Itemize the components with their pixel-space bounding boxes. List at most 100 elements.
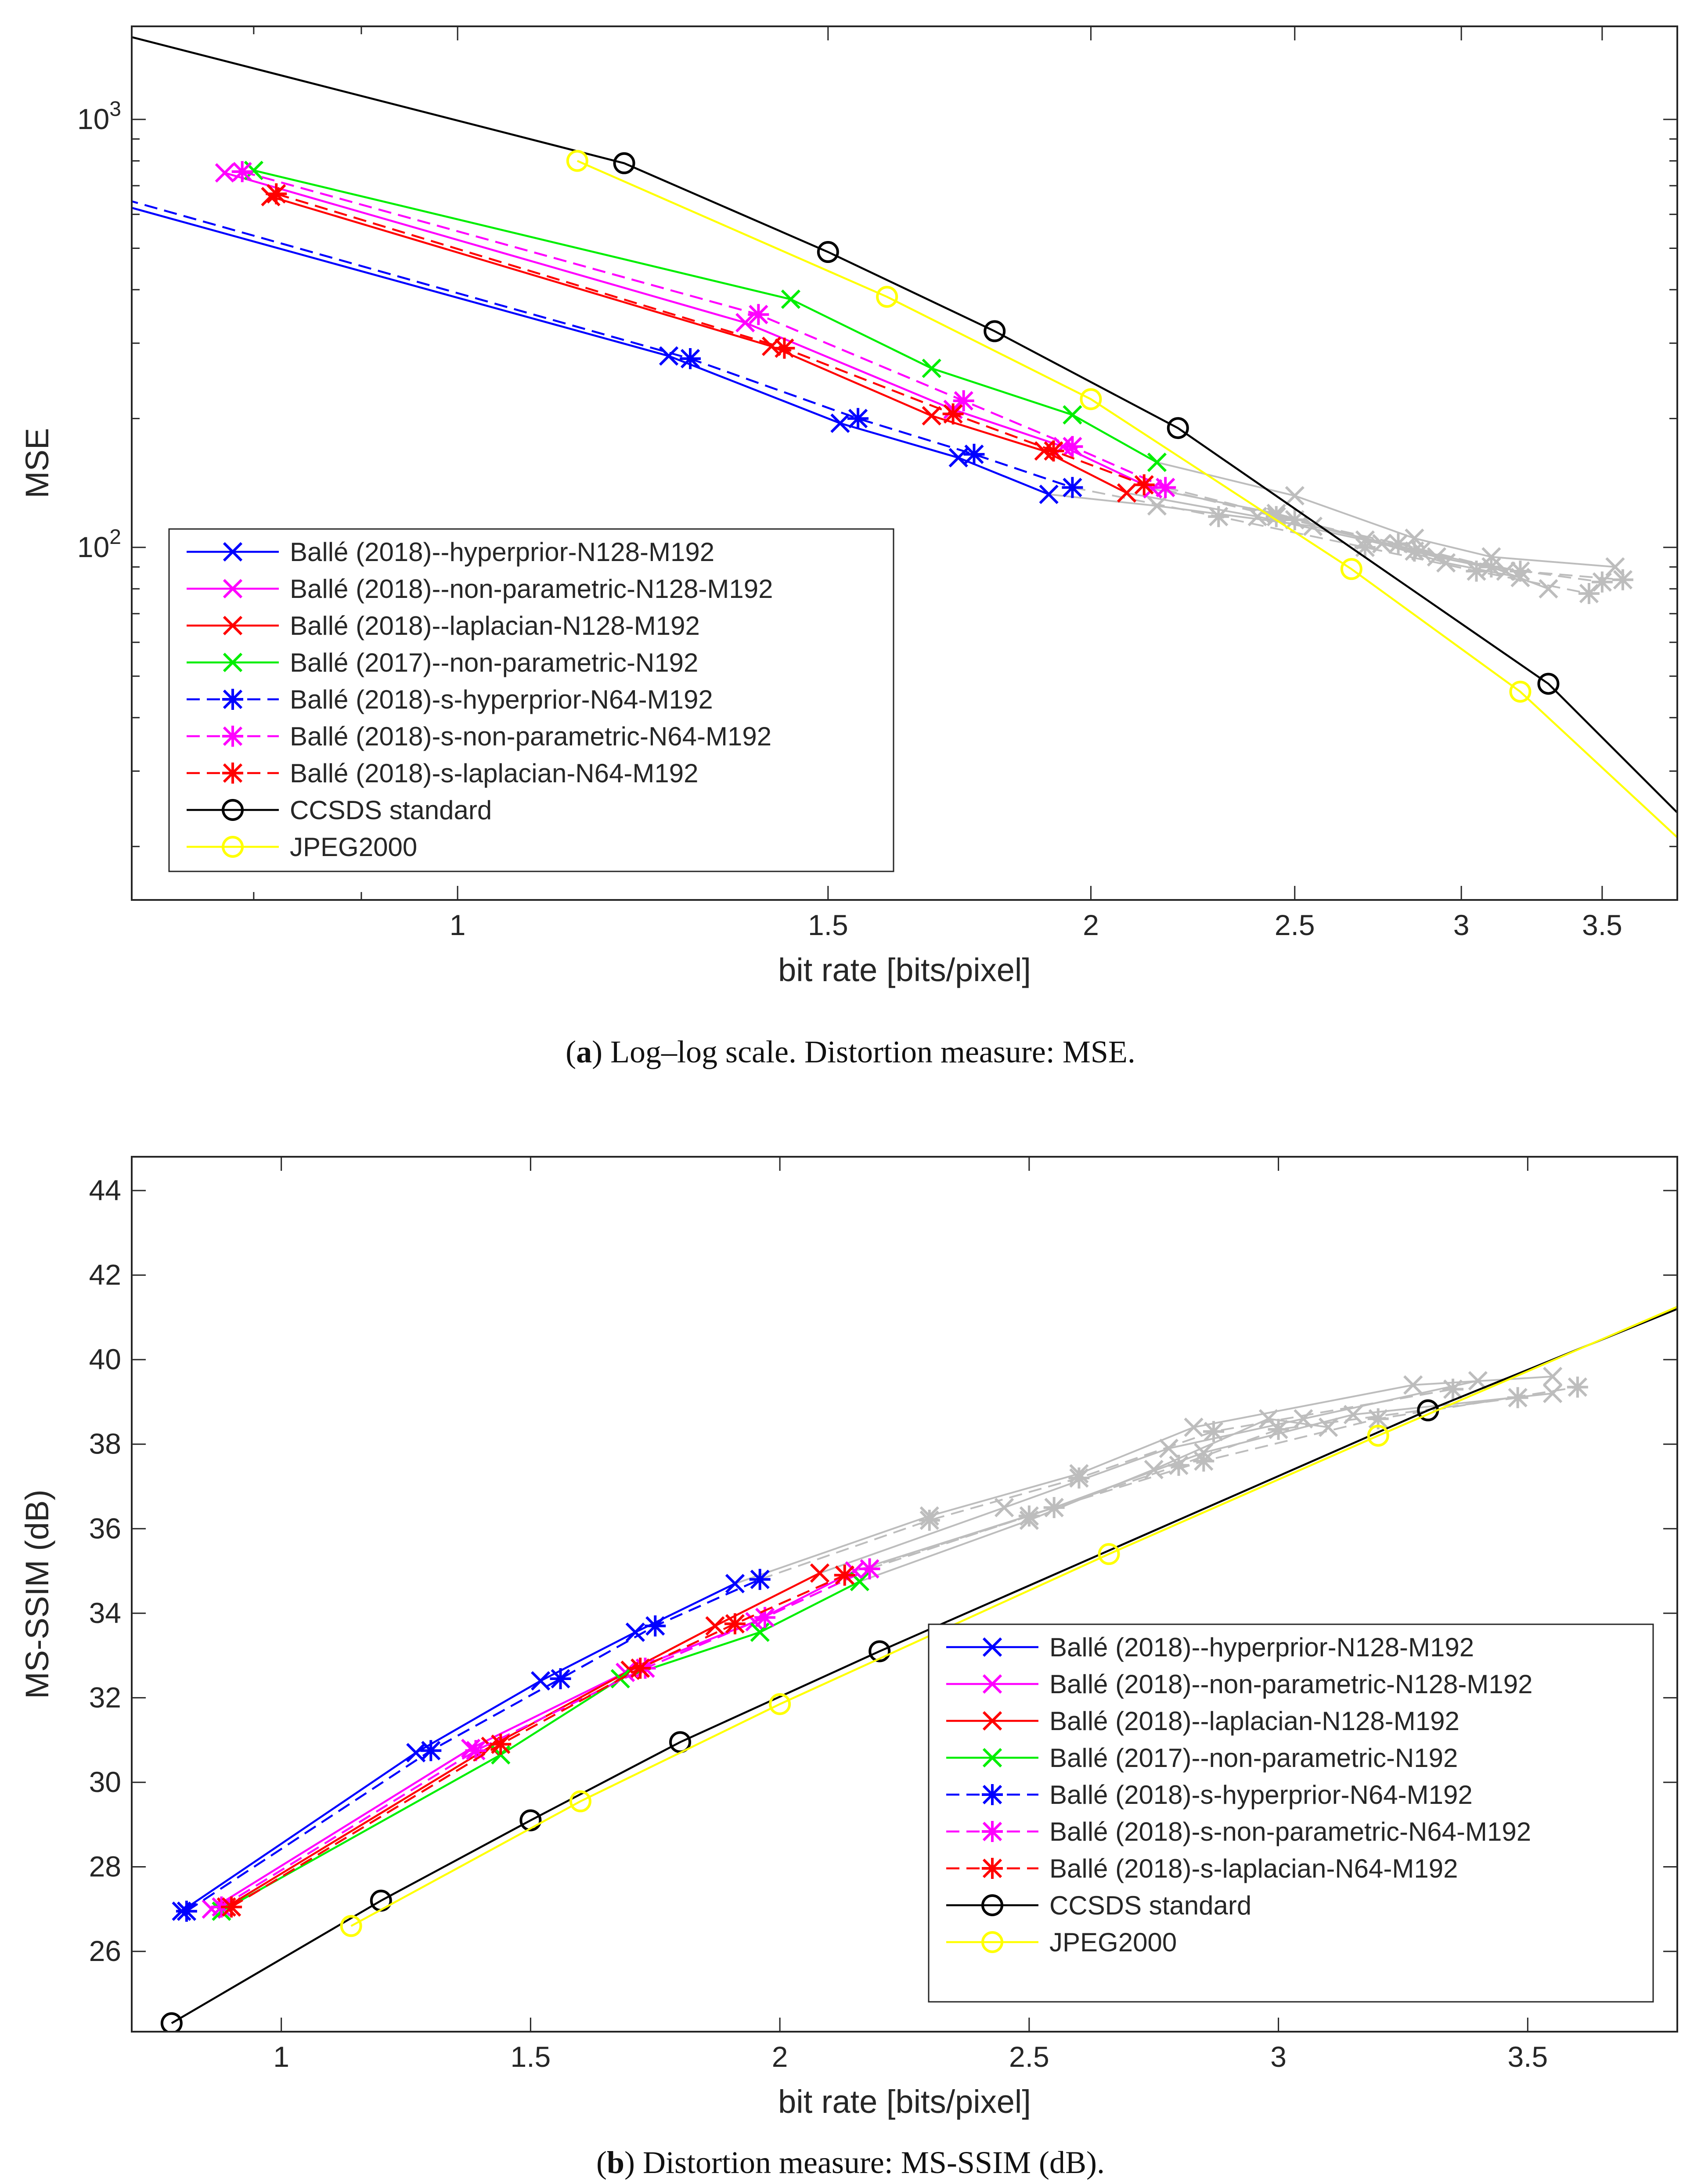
data-marker: [810, 1563, 830, 1583]
axes-box: [131, 1156, 1678, 2033]
data-marker: [876, 286, 898, 308]
tail-marker: [1285, 486, 1305, 506]
tail-marker: [1203, 1421, 1224, 1442]
data-marker: [1098, 1543, 1120, 1565]
series-tail-line: [1165, 486, 1623, 581]
y-tick-label: 44: [89, 1174, 121, 1206]
data-marker: [749, 1569, 771, 1590]
legend-marker: [982, 1821, 1003, 1842]
y-tick-label: 30: [89, 1766, 121, 1798]
data-marker: [942, 403, 964, 425]
legend-box: [928, 1623, 1654, 2003]
data-marker: [847, 408, 869, 429]
legend-marker: [982, 1858, 1003, 1879]
tail-marker: [1159, 1439, 1178, 1458]
data-marker: [735, 313, 755, 333]
chart-a: 1 1.5 2 2.5 3 3.5 102 103 bit rate [bits/pixel] M…: [19, 25, 1678, 1069]
data-marker: [1167, 417, 1189, 439]
legend: Ballé (2018)--hyperprior-N128-M192 Ballé …: [928, 1623, 1654, 2003]
x-tick-label: 2.5: [1275, 909, 1315, 941]
data-marker: [1062, 436, 1083, 457]
legend-label: Ballé (2018)--laplacian-N128-M192: [1049, 1706, 1460, 1736]
legend-marker: [222, 763, 243, 784]
legend-label: Ballé (2018)-s-hyperprior-N64-M192: [1049, 1780, 1473, 1810]
data-marker: [645, 1615, 666, 1637]
series-line: [171, 1308, 1677, 2024]
data-marker: [1155, 477, 1176, 498]
data-marker: [221, 1896, 242, 1918]
data-marker: [1537, 673, 1560, 695]
x-tick-label: 3: [1270, 2040, 1287, 2073]
tail-marker: [1354, 536, 1376, 558]
legend-label: Ballé (2018)--hyperprior-N128-M192: [1049, 1633, 1474, 1662]
data-marker: [1133, 474, 1155, 496]
data-marker: [550, 1668, 571, 1690]
data-marker: [266, 183, 287, 205]
legend-label: JPEG2000: [290, 832, 417, 862]
y-axis-label: MS-SSIM (dB): [19, 1490, 55, 1699]
data-marker: [625, 1623, 645, 1642]
tail-marker: [1539, 579, 1558, 599]
data-marker: [754, 1607, 776, 1628]
y-tick-label: 102: [77, 525, 121, 563]
data-marker: [781, 289, 801, 309]
data-marker: [490, 1734, 512, 1755]
x-tick-label: 3: [1453, 909, 1470, 941]
data-marker: [1117, 483, 1137, 503]
tail-marker: [1481, 556, 1502, 578]
data-marker: [984, 320, 1006, 342]
data-marker: [725, 1574, 745, 1594]
legend-label: Ballé (2018)-s-laplacian-N64-M192: [290, 759, 698, 788]
legend-label: JPEG2000: [1049, 1928, 1177, 1957]
y-tick-label: 32: [89, 1681, 121, 1713]
data-marker: [1080, 388, 1102, 410]
legend-marker: [223, 615, 243, 636]
legend-label: Ballé (2017)--non-parametric-N192: [1049, 1743, 1458, 1773]
data-marker: [176, 1900, 197, 1922]
tail-marker: [1303, 516, 1323, 536]
data-marker: [830, 413, 850, 433]
y-tick-label: 103: [77, 97, 121, 135]
legend-label: CCSDS standard: [1049, 1891, 1251, 1920]
tail-marker: [1168, 1454, 1189, 1476]
tail-marker: [1507, 1387, 1528, 1408]
series-tail-line: [1144, 484, 1603, 583]
caption: (b) Distortion measure: MS-SSIM (dB).: [596, 2145, 1105, 2180]
tail-marker: [1043, 1497, 1065, 1518]
legend-marker: [222, 726, 243, 747]
tail-marker: [1208, 506, 1229, 527]
legend-label: Ballé (2018)-s-non-parametric-N64-M192: [290, 722, 771, 751]
x-tick-label: 2: [1083, 909, 1099, 941]
y-tick-label: 36: [89, 1512, 121, 1544]
legend-marker: [223, 652, 243, 673]
data-marker: [340, 1915, 362, 1937]
data-marker: [519, 1809, 542, 1831]
tail-marker: [1605, 557, 1625, 577]
x-tick-label: 1.5: [511, 2040, 551, 2073]
tail-marker: [1367, 1408, 1389, 1429]
data-marker: [1043, 440, 1064, 462]
tail-marker: [1193, 1450, 1214, 1472]
data-marker: [922, 406, 941, 426]
y-tick-label: 40: [89, 1343, 121, 1375]
legend-label: Ballé (2018)-s-hyperprior-N64-M192: [290, 685, 713, 714]
data-marker: [953, 390, 974, 412]
data-marker: [566, 150, 588, 172]
legend-marker: [982, 1711, 1002, 1731]
tail-marker: [1387, 533, 1409, 554]
tail-marker: [1403, 1375, 1423, 1395]
y-tick-label: 42: [89, 1259, 121, 1291]
data-marker: [817, 241, 839, 263]
x-tick-label: 1.5: [808, 909, 848, 941]
data-marker: [569, 1790, 591, 1813]
data-marker: [465, 1740, 487, 1761]
series-line: [132, 36, 1677, 813]
tail-marker: [1184, 1418, 1204, 1437]
tail-marker: [1578, 583, 1600, 604]
legend-marker: [981, 1931, 1003, 1953]
caption: (a) Log–log scale. Distortion measure: M…: [566, 1034, 1135, 1069]
legend-marker: [982, 1748, 1002, 1768]
data-marker: [705, 1616, 725, 1636]
tail-marker: [1567, 1376, 1588, 1398]
